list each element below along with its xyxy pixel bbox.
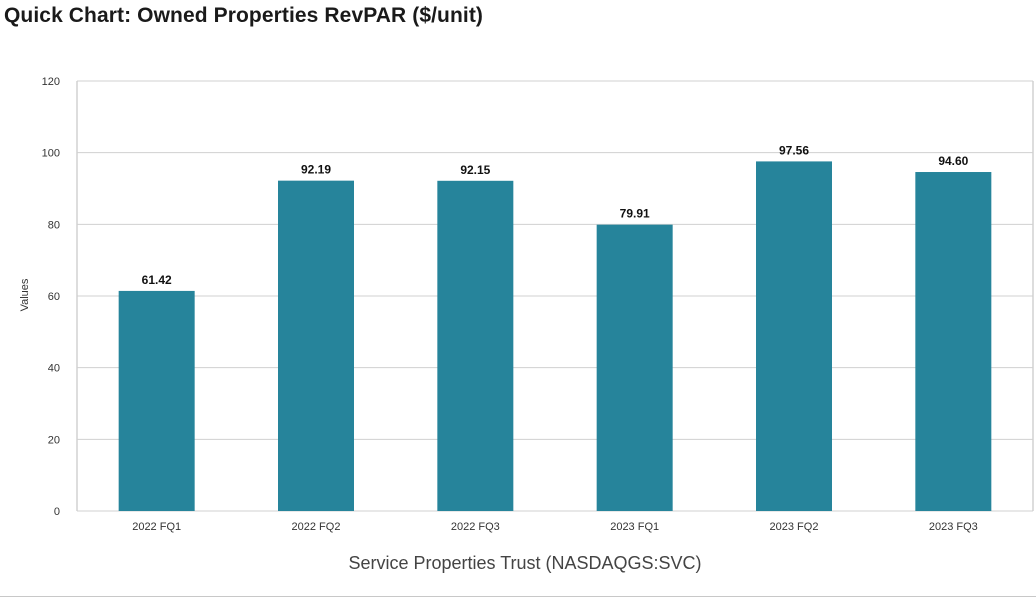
y-tick-label: 120: [42, 76, 60, 88]
y-tick-label: 20: [48, 434, 60, 446]
bar: [596, 224, 673, 512]
y-tick-label: 60: [48, 291, 60, 303]
x-tick-label: 2023 FQ3: [929, 521, 978, 533]
chart-title: Quick Chart: Owned Properties RevPAR ($/…: [4, 4, 484, 27]
bar-value-labels: 61.42 92.19 92.15 79.91 97.56 94.60: [142, 143, 969, 287]
y-tick-label: 80: [48, 219, 60, 231]
bar-value-label: 92.15: [460, 163, 490, 177]
bar: [278, 180, 354, 511]
x-axis-title: Service Properties Trust (NASDAQGS:SVC): [348, 553, 701, 573]
bars: [118, 161, 992, 512]
bar: [756, 161, 832, 511]
x-tick-label: 2022 FQ3: [451, 521, 500, 533]
bar: [437, 180, 514, 511]
x-tick-label: 2023 FQ2: [770, 521, 819, 533]
y-tick-label: 100: [42, 148, 60, 160]
bottom-divider: [0, 596, 1036, 597]
bar: [915, 172, 992, 511]
y-axis-title: Values: [19, 278, 31, 311]
bar-value-label: 97.56: [779, 143, 809, 157]
y-axis-ticks: 0 20 40 60 80 100 120: [42, 76, 60, 518]
y-tick-label: 0: [54, 506, 60, 518]
x-tick-label: 2023 FQ1: [610, 521, 659, 533]
grid-layer: [76, 80, 1034, 512]
x-tick-label: 2022 FQ1: [132, 521, 181, 533]
x-axis-ticks: 2022 FQ1 2022 FQ2 2022 FQ3 2023 FQ1 2023 FQ2…: [132, 521, 978, 533]
bar: [118, 290, 195, 511]
bar-value-label: 92.19: [301, 163, 331, 177]
bar-value-label: 61.42: [142, 273, 172, 287]
bar-value-label: 79.91: [620, 207, 650, 221]
x-tick-label: 2022 FQ2: [292, 521, 341, 533]
bar-value-label: 94.60: [938, 154, 968, 168]
y-tick-label: 40: [48, 363, 60, 375]
